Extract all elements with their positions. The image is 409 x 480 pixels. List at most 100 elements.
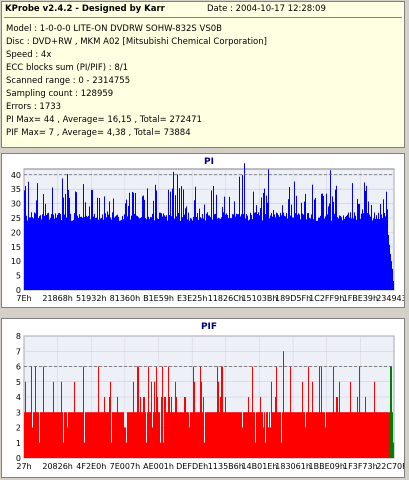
data-bar bbox=[72, 412, 73, 458]
data-bar bbox=[293, 412, 294, 458]
data-bar bbox=[180, 220, 181, 290]
data-bar bbox=[149, 412, 150, 458]
data-bar bbox=[252, 366, 253, 458]
data-bar bbox=[129, 412, 130, 458]
data-bar bbox=[382, 218, 383, 290]
data-bar bbox=[383, 412, 384, 458]
data-bar bbox=[267, 412, 268, 458]
data-bar bbox=[33, 218, 34, 290]
data-bar bbox=[333, 201, 334, 290]
data-bar bbox=[209, 215, 210, 290]
data-bar bbox=[212, 412, 213, 458]
data-bar bbox=[198, 219, 199, 290]
data-bar bbox=[55, 412, 56, 458]
x-tick-label: 1FBE39h bbox=[343, 294, 378, 303]
data-bar bbox=[312, 184, 313, 290]
data-bar bbox=[34, 212, 35, 290]
data-bar bbox=[201, 218, 202, 290]
data-bar bbox=[387, 412, 388, 458]
data-bar bbox=[315, 197, 316, 290]
data-bar bbox=[88, 215, 89, 290]
data-bar bbox=[277, 213, 278, 290]
data-bar bbox=[161, 397, 162, 458]
data-bar bbox=[74, 212, 75, 290]
data-bar bbox=[302, 381, 303, 458]
data-bar bbox=[236, 213, 237, 290]
data-bar bbox=[163, 442, 164, 458]
data-bar bbox=[356, 219, 357, 290]
data-bar bbox=[87, 216, 88, 290]
data-bar bbox=[25, 186, 26, 290]
data-bar bbox=[339, 381, 340, 458]
data-bar bbox=[299, 412, 300, 458]
y-tick-label: 0 bbox=[16, 286, 21, 295]
data-bar bbox=[262, 412, 263, 458]
data-bar bbox=[38, 218, 39, 290]
data-bar bbox=[235, 412, 236, 458]
data-bar bbox=[160, 442, 161, 458]
data-bar bbox=[97, 197, 98, 290]
data-bar bbox=[174, 412, 175, 458]
data-bar bbox=[59, 212, 60, 290]
data-bar bbox=[30, 217, 31, 290]
data-bar bbox=[113, 412, 114, 458]
data-bar bbox=[245, 218, 246, 290]
data-bar bbox=[144, 397, 145, 458]
y-tick-label: 4 bbox=[16, 393, 21, 402]
data-bar bbox=[104, 196, 105, 290]
pi-chart-panel: PI 0 5 10 15 20 25 30 35 40 7Eh 21868h 51932h 81360h B… bbox=[1, 153, 409, 308]
data-bar bbox=[92, 189, 93, 290]
data-bar bbox=[188, 412, 189, 458]
data-bar bbox=[106, 217, 107, 290]
data-bar bbox=[234, 412, 235, 458]
data-bar bbox=[136, 215, 137, 290]
data-bar bbox=[297, 412, 298, 458]
data-bar bbox=[291, 412, 292, 458]
data-bar bbox=[95, 217, 96, 290]
x-tick-label: AE001h bbox=[143, 462, 174, 471]
data-bar bbox=[120, 220, 121, 290]
data-bar bbox=[270, 215, 271, 290]
pi-chart: PI 0 5 10 15 20 25 30 35 40 7Eh 21868h 51932h 81360h B… bbox=[11, 157, 409, 303]
data-bar bbox=[122, 215, 123, 290]
data-bar bbox=[155, 412, 156, 458]
data-bar bbox=[367, 412, 368, 458]
y-tick-label: 1 bbox=[16, 439, 21, 448]
data-bar bbox=[207, 212, 208, 290]
data-bar bbox=[36, 200, 37, 290]
data-bar bbox=[292, 217, 293, 290]
data-bar bbox=[43, 366, 44, 458]
data-bar bbox=[181, 186, 182, 290]
data-bar bbox=[308, 212, 309, 290]
data-bar bbox=[227, 412, 228, 458]
data-bar bbox=[195, 186, 196, 290]
data-bar bbox=[43, 194, 44, 290]
data-bar bbox=[366, 412, 367, 458]
data-bar bbox=[44, 215, 45, 290]
data-bar bbox=[148, 216, 149, 290]
data-bar bbox=[327, 412, 328, 458]
data-bar bbox=[69, 197, 70, 290]
data-bar bbox=[221, 217, 222, 290]
data-bar bbox=[133, 381, 134, 458]
data-bar bbox=[368, 201, 369, 290]
data-bar bbox=[54, 412, 55, 458]
data-bar bbox=[216, 194, 217, 290]
info-pif-stats: PIF Max= 7 , Average= 4,38 , Total= 7388… bbox=[6, 128, 191, 138]
data-bar bbox=[363, 213, 364, 290]
data-bar bbox=[233, 412, 234, 458]
data-bar bbox=[330, 170, 331, 290]
data-bar bbox=[199, 412, 200, 458]
data-bar bbox=[50, 412, 51, 458]
x-tick-label: E3E25h bbox=[177, 294, 207, 303]
data-bar bbox=[61, 220, 62, 290]
data-bar bbox=[146, 219, 147, 290]
data-bar bbox=[127, 412, 128, 458]
data-bar bbox=[37, 412, 38, 458]
data-bar bbox=[84, 442, 85, 458]
data-bar bbox=[47, 412, 48, 458]
data-bar bbox=[346, 215, 347, 290]
data-bar bbox=[324, 412, 325, 458]
data-bar bbox=[113, 198, 114, 290]
data-bar bbox=[349, 412, 350, 458]
